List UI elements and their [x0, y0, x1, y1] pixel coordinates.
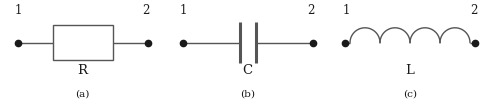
Text: (c): (c) [403, 90, 417, 99]
Text: L: L [406, 64, 414, 77]
Text: (a): (a) [76, 90, 90, 99]
Text: 2: 2 [308, 4, 315, 17]
Text: 1: 1 [15, 4, 22, 17]
Text: 1: 1 [342, 4, 350, 17]
Text: R: R [78, 64, 88, 77]
Text: (b): (b) [240, 90, 255, 99]
Text: 1: 1 [180, 4, 188, 17]
Text: C: C [242, 64, 252, 77]
Text: 2: 2 [470, 4, 478, 17]
Bar [52, 25, 112, 60]
Text: 2: 2 [142, 4, 150, 17]
